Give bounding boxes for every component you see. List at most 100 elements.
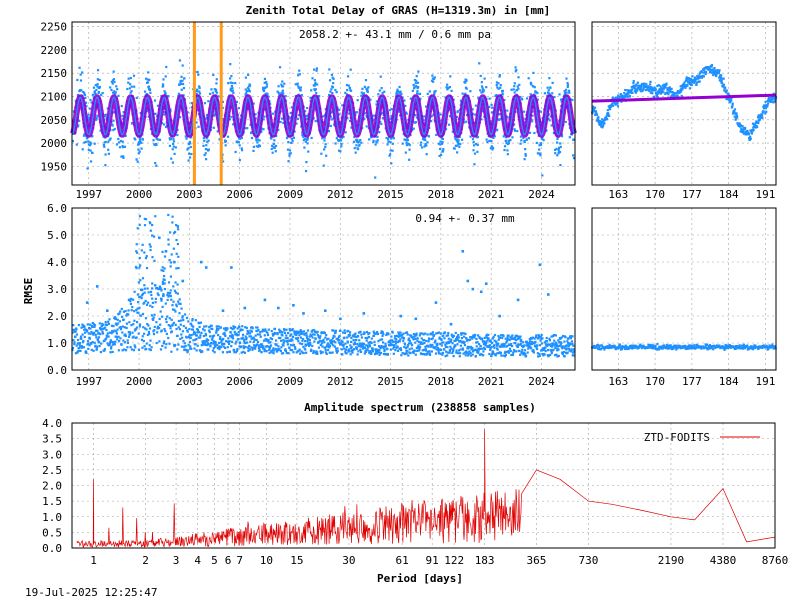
ztd-point	[172, 138, 174, 140]
rmse-point	[200, 322, 202, 324]
ztd-recent-point	[726, 89, 728, 91]
ztd-point	[483, 77, 485, 79]
ztd-point	[139, 137, 141, 139]
ztd-point	[416, 92, 418, 94]
ztd-x-tick-label: 2003	[176, 188, 203, 201]
rmse-point	[171, 319, 173, 321]
ztd-recent-point	[711, 68, 713, 70]
rmse-point	[411, 344, 413, 346]
rmse-point	[125, 335, 127, 337]
ztd-point	[189, 156, 191, 158]
ztd-point	[378, 131, 380, 133]
rmse-point	[149, 340, 151, 342]
rmse-point	[313, 340, 315, 342]
ztd-point	[149, 92, 151, 94]
rmse-point	[494, 334, 496, 336]
ztd-point	[534, 86, 536, 88]
ztd-point	[165, 66, 167, 68]
ztd-point	[89, 108, 91, 110]
ztd-point	[485, 86, 487, 88]
rmse-point	[425, 350, 427, 352]
rmse-point	[260, 336, 262, 338]
rmse-point	[93, 350, 95, 352]
rmse-point	[158, 327, 160, 329]
rmse-point	[149, 344, 151, 346]
rmse-point	[157, 294, 159, 296]
ztd-point	[417, 82, 419, 84]
ztd-point	[137, 149, 139, 151]
ztd-point	[99, 79, 101, 81]
ztd-point	[515, 69, 517, 71]
rmse-point	[313, 351, 315, 353]
rmse-point	[417, 337, 419, 339]
rmse-point	[382, 341, 384, 343]
ztd-point	[208, 140, 210, 142]
rmse-point	[394, 349, 396, 351]
rmse-point	[169, 292, 171, 294]
rmse-point	[346, 346, 348, 348]
ztd-recent-point	[667, 93, 669, 95]
ztd-recent-point	[721, 80, 723, 82]
rmse-point	[305, 332, 307, 334]
ztd-point	[328, 68, 330, 70]
ztd-point	[465, 121, 467, 123]
rmse-point	[153, 329, 155, 331]
rmse-point	[119, 320, 121, 322]
ztd-point	[205, 152, 207, 154]
rmse-point	[110, 346, 112, 348]
rmse-point	[182, 330, 184, 332]
rmse-point	[132, 323, 134, 325]
ztd-point	[190, 153, 192, 155]
ztd-point	[266, 93, 268, 95]
rmse-point	[128, 321, 130, 323]
ztd-point	[566, 91, 568, 93]
rmse-point	[433, 334, 435, 336]
ztd-point	[507, 153, 509, 155]
rmse-point	[360, 334, 362, 336]
rmse-point	[363, 343, 365, 345]
rmse-x-tick-label: 2012	[327, 375, 354, 388]
rmse-point	[74, 336, 76, 338]
ztd-recent-point	[736, 116, 738, 118]
rmse-point	[460, 348, 462, 350]
ztd-point	[287, 141, 289, 143]
ztd-recent-point	[702, 71, 704, 73]
rmse-point	[376, 331, 378, 333]
rmse-point	[419, 346, 421, 348]
ztd-point	[202, 145, 204, 147]
rmse-point	[158, 340, 160, 342]
rmse-point	[83, 346, 85, 348]
rmse-point	[136, 321, 138, 323]
rmse-point	[165, 321, 167, 323]
rmse-point	[169, 325, 171, 327]
ztd-point	[353, 141, 355, 143]
rmse-point	[194, 343, 196, 345]
ztd-point	[134, 138, 136, 140]
rmse-point	[252, 327, 254, 329]
ztd-point	[144, 91, 146, 93]
rmse-point	[161, 329, 163, 331]
rmse-point	[428, 338, 430, 340]
rmse-point	[440, 339, 442, 341]
rmse-point	[189, 341, 191, 343]
rmse-point	[179, 328, 181, 330]
ztd-point	[367, 91, 369, 93]
ztd-point	[556, 138, 558, 140]
rmse-point	[476, 345, 478, 347]
ztd-point	[391, 150, 393, 152]
rmse-point	[381, 338, 383, 340]
ztd-point	[121, 105, 123, 107]
rmse-point	[475, 338, 477, 340]
rmse-point	[419, 334, 421, 336]
ztd-point	[197, 126, 199, 128]
ztd-point	[135, 158, 137, 160]
rmse-point	[143, 333, 145, 335]
ztd-point	[91, 152, 93, 154]
ztd-point	[315, 120, 317, 122]
ztd-recent-point	[713, 67, 715, 69]
ztd-point	[323, 165, 325, 167]
ztd-point	[402, 143, 404, 145]
ztd-point	[473, 141, 475, 143]
ztd-y-tick-label: 2000	[41, 137, 68, 150]
rmse-point	[314, 333, 316, 335]
